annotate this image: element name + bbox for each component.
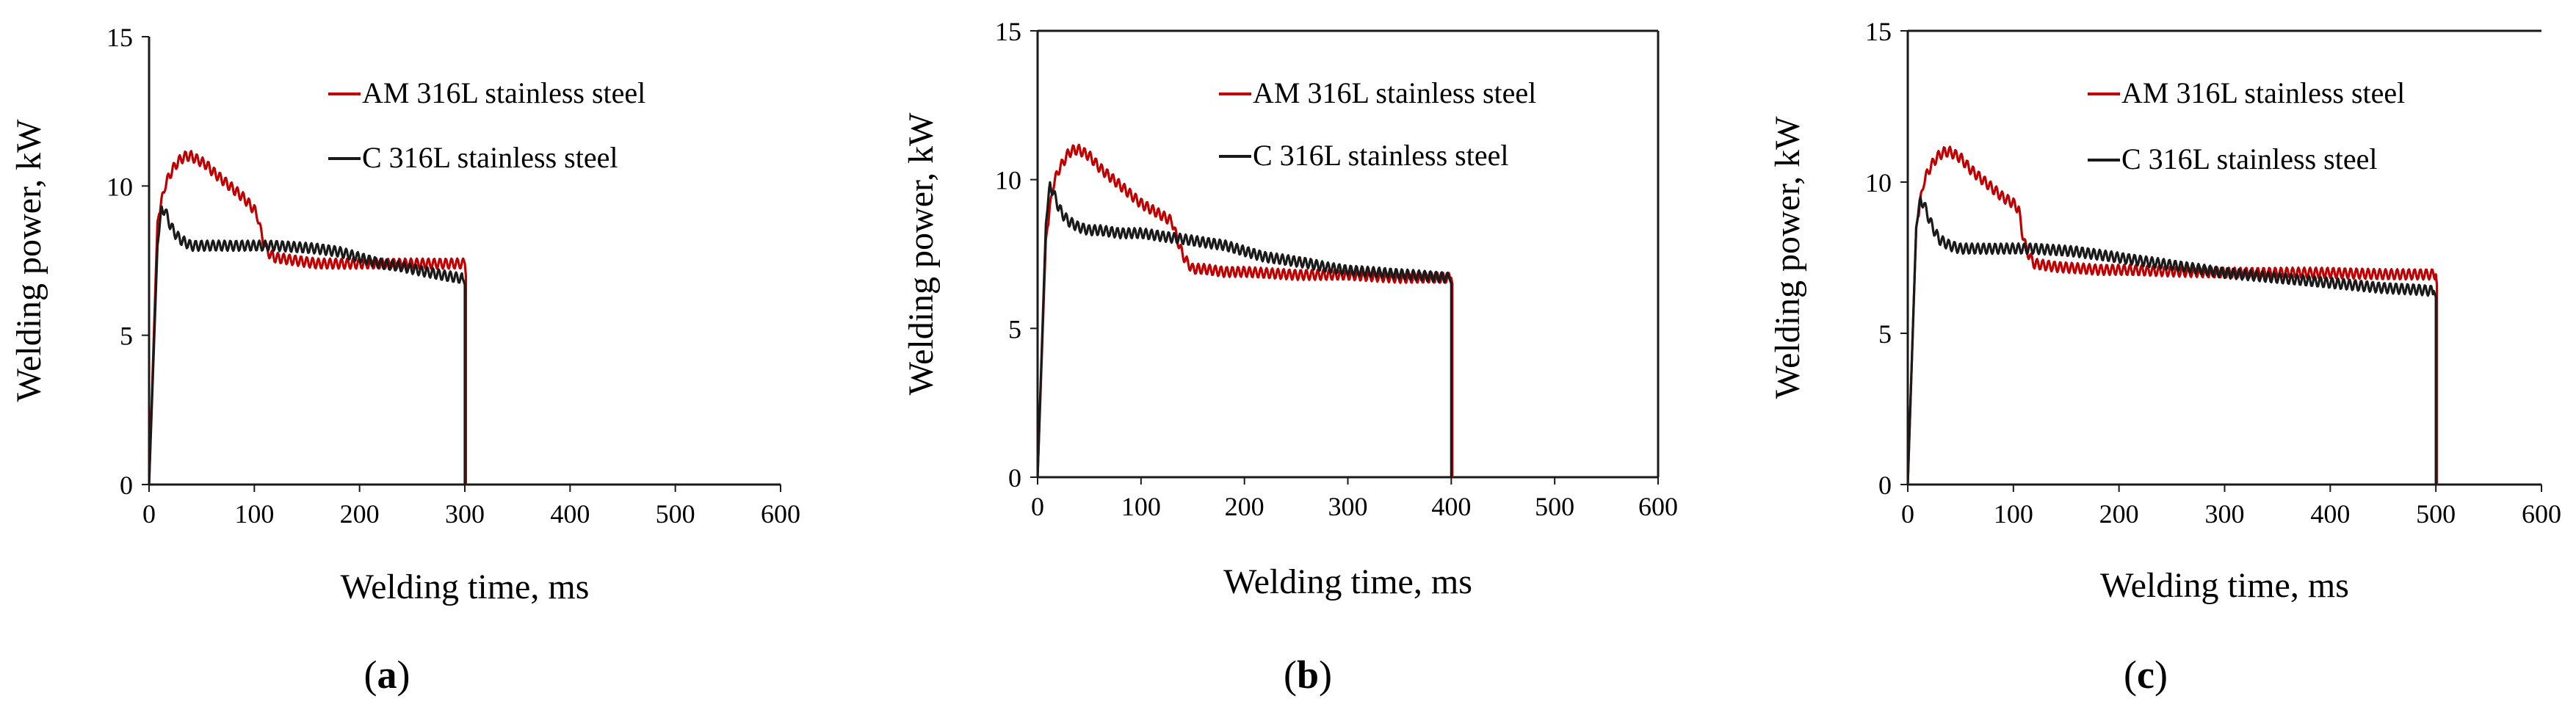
y-tick-label: 10 (995, 166, 1021, 195)
x-tick-label: 0 (1901, 499, 1914, 529)
chart-panel-2: 0 100 200 300 400 500 600 0 5 10 15 Welding time, m… (902, 17, 1678, 697)
y-axis-title: Welding power, kW (1768, 116, 1807, 399)
y-tick-label: 0 (120, 471, 133, 500)
series-line-c-316l (148, 205, 466, 485)
x-tick-label: 600 (1638, 492, 1678, 521)
x-tick-label: 0 (142, 499, 156, 529)
series-line-am-316l (148, 150, 468, 485)
x-axis-title: Welding time, ms (2100, 566, 2349, 605)
x-tick-label: 500 (1535, 492, 1574, 521)
y-tick-label: 5 (1008, 314, 1021, 344)
x-tick-label: 0 (1031, 492, 1044, 521)
chart-panel-1: 0 100 200 300 400 500 600 0 5 10 15 Welding time, m… (10, 23, 800, 697)
chart-panel-3: 0 100 200 300 400 500 600 0 5 10 15 Welding time, m… (1768, 17, 2561, 697)
x-axis-title: Welding time, ms (341, 567, 590, 606)
legend-label: C 316L stainless steel (1253, 139, 1508, 172)
legend-label: AM 316L stainless steel (2121, 76, 2405, 109)
x-tick-label: 300 (1328, 492, 1368, 521)
series-line-c-316l (1036, 181, 1452, 478)
x-tick-label: 500 (2416, 499, 2456, 529)
x-tick-label: 400 (550, 499, 590, 529)
x-tick-label: 200 (2099, 499, 2139, 529)
series-line-am-316l (1036, 143, 1454, 478)
legend-label: C 316L stainless steel (2121, 142, 2377, 175)
panel-label: (a) (364, 653, 410, 697)
y-tick-label: 10 (106, 172, 133, 201)
y-tick-label: 5 (1878, 319, 1892, 349)
series-line-am-316l (1906, 145, 2439, 485)
y-tick-label: 5 (120, 322, 133, 351)
x-tick-label: 600 (2522, 499, 2561, 529)
y-axis-title: Welding power, kW (10, 119, 48, 402)
y-tick-label: 0 (1008, 463, 1021, 493)
panel-label: (b) (1284, 653, 1332, 697)
x-tick-label: 500 (656, 499, 695, 529)
y-tick-label: 15 (1865, 17, 1892, 46)
x-tick-label: 300 (2205, 499, 2245, 529)
x-tick-label: 100 (1994, 499, 2033, 529)
x-tick-label: 200 (1225, 492, 1265, 521)
x-tick-label: 400 (1431, 492, 1471, 521)
legend-label: C 316L stainless steel (362, 141, 618, 174)
series-line-c-316l (1906, 195, 2437, 485)
panel-label: (c) (2124, 653, 2168, 697)
y-tick-label: 10 (1865, 168, 1892, 197)
legend-label: AM 316L stainless steel (1253, 76, 1536, 109)
x-tick-label: 400 (2310, 499, 2350, 529)
y-tick-label: 15 (106, 23, 133, 52)
x-tick-label: 100 (1121, 492, 1161, 521)
legend-label: AM 316L stainless steel (362, 76, 645, 109)
x-axis-title: Welding time, ms (1223, 562, 1472, 601)
x-tick-label: 300 (445, 499, 485, 529)
y-tick-label: 15 (995, 17, 1021, 46)
x-tick-label: 200 (340, 499, 380, 529)
x-tick-label: 600 (761, 499, 800, 529)
y-axis-title: Welding power, kW (902, 112, 941, 395)
x-tick-label: 100 (234, 499, 274, 529)
y-tick-label: 0 (1878, 471, 1892, 500)
